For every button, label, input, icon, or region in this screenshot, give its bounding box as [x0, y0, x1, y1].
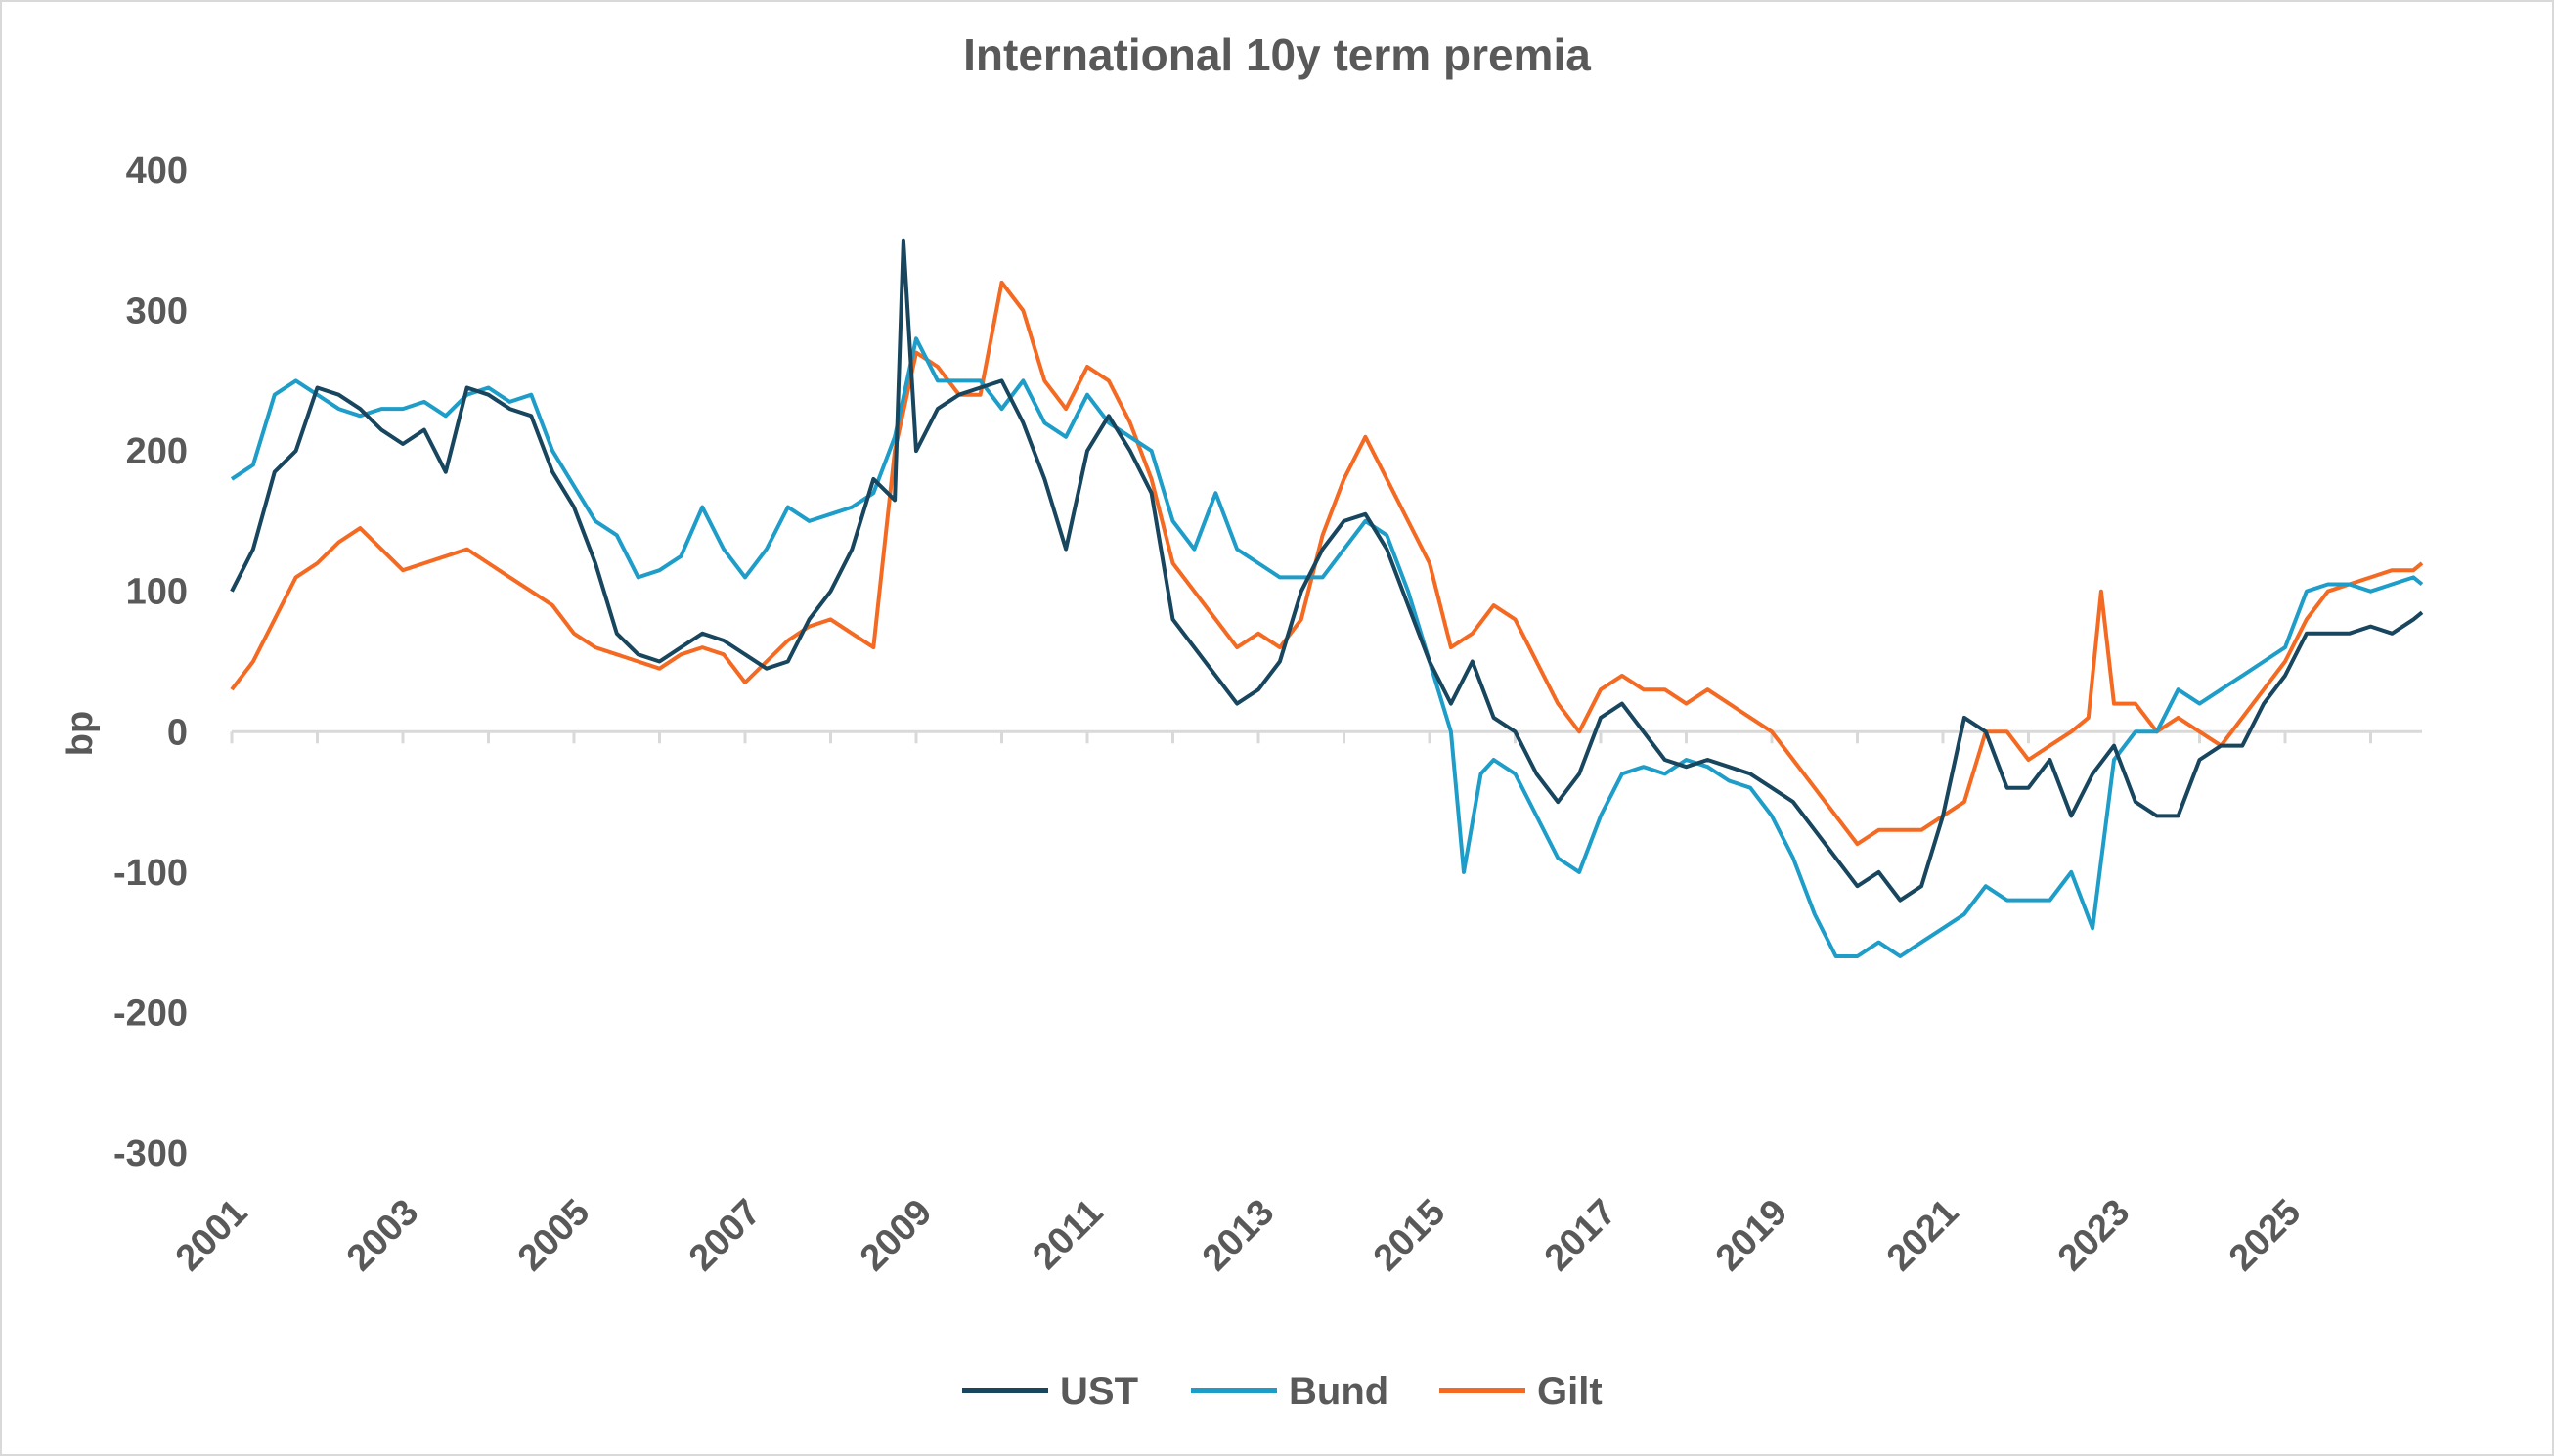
legend: UST Bund Gilt [962, 1370, 1603, 1413]
x-tick-label: 2009 [853, 1192, 940, 1279]
x-tick-label: 2025 [2222, 1192, 2309, 1279]
y-tick-label: 0 [167, 712, 188, 753]
series-line-gilt [230, 280, 2424, 847]
legend-label-gilt: Gilt [1537, 1370, 1603, 1413]
x-tick-label: 2001 [168, 1192, 255, 1279]
x-tick-label: 2017 [1537, 1192, 1624, 1279]
x-tick-label: 2021 [1879, 1192, 1966, 1279]
x-tick-label: 2019 [1708, 1192, 1795, 1279]
plot-lines [230, 238, 2424, 958]
x-tick-label: 2005 [510, 1192, 597, 1279]
y-tick-label: 100 [126, 572, 188, 613]
legend-label-bund: Bund [1289, 1370, 1388, 1413]
series-line-bund [230, 336, 2424, 958]
x-tick-label: 2013 [1195, 1192, 1282, 1279]
x-tick-label: 2015 [1366, 1192, 1453, 1279]
y-tick-label: 300 [126, 291, 188, 332]
series-line-ust [230, 238, 2424, 903]
chart-title: International 10y term premia [963, 29, 1591, 80]
y-tick-label: -200 [113, 993, 188, 1034]
y-axis: 400 300 200 100 0 -100 -200 -300 [113, 151, 188, 1174]
x-axis: 2001 2003 2005 2007 2009 2011 2013 2015 2017 2019… [168, 729, 2422, 1279]
y-tick-label: 200 [126, 431, 188, 472]
y-axis-label: bp [60, 711, 101, 756]
legend-label-ust: UST [1060, 1370, 1138, 1413]
y-tick-label: 400 [126, 151, 188, 192]
y-tick-label: -300 [113, 1133, 188, 1174]
x-tick-label: 2003 [339, 1192, 426, 1279]
x-tick-label: 2007 [682, 1192, 769, 1279]
x-tick-label: 2011 [1025, 1192, 1111, 1278]
y-tick-label: -100 [113, 853, 188, 894]
x-tick-label: 2023 [2050, 1192, 2137, 1279]
